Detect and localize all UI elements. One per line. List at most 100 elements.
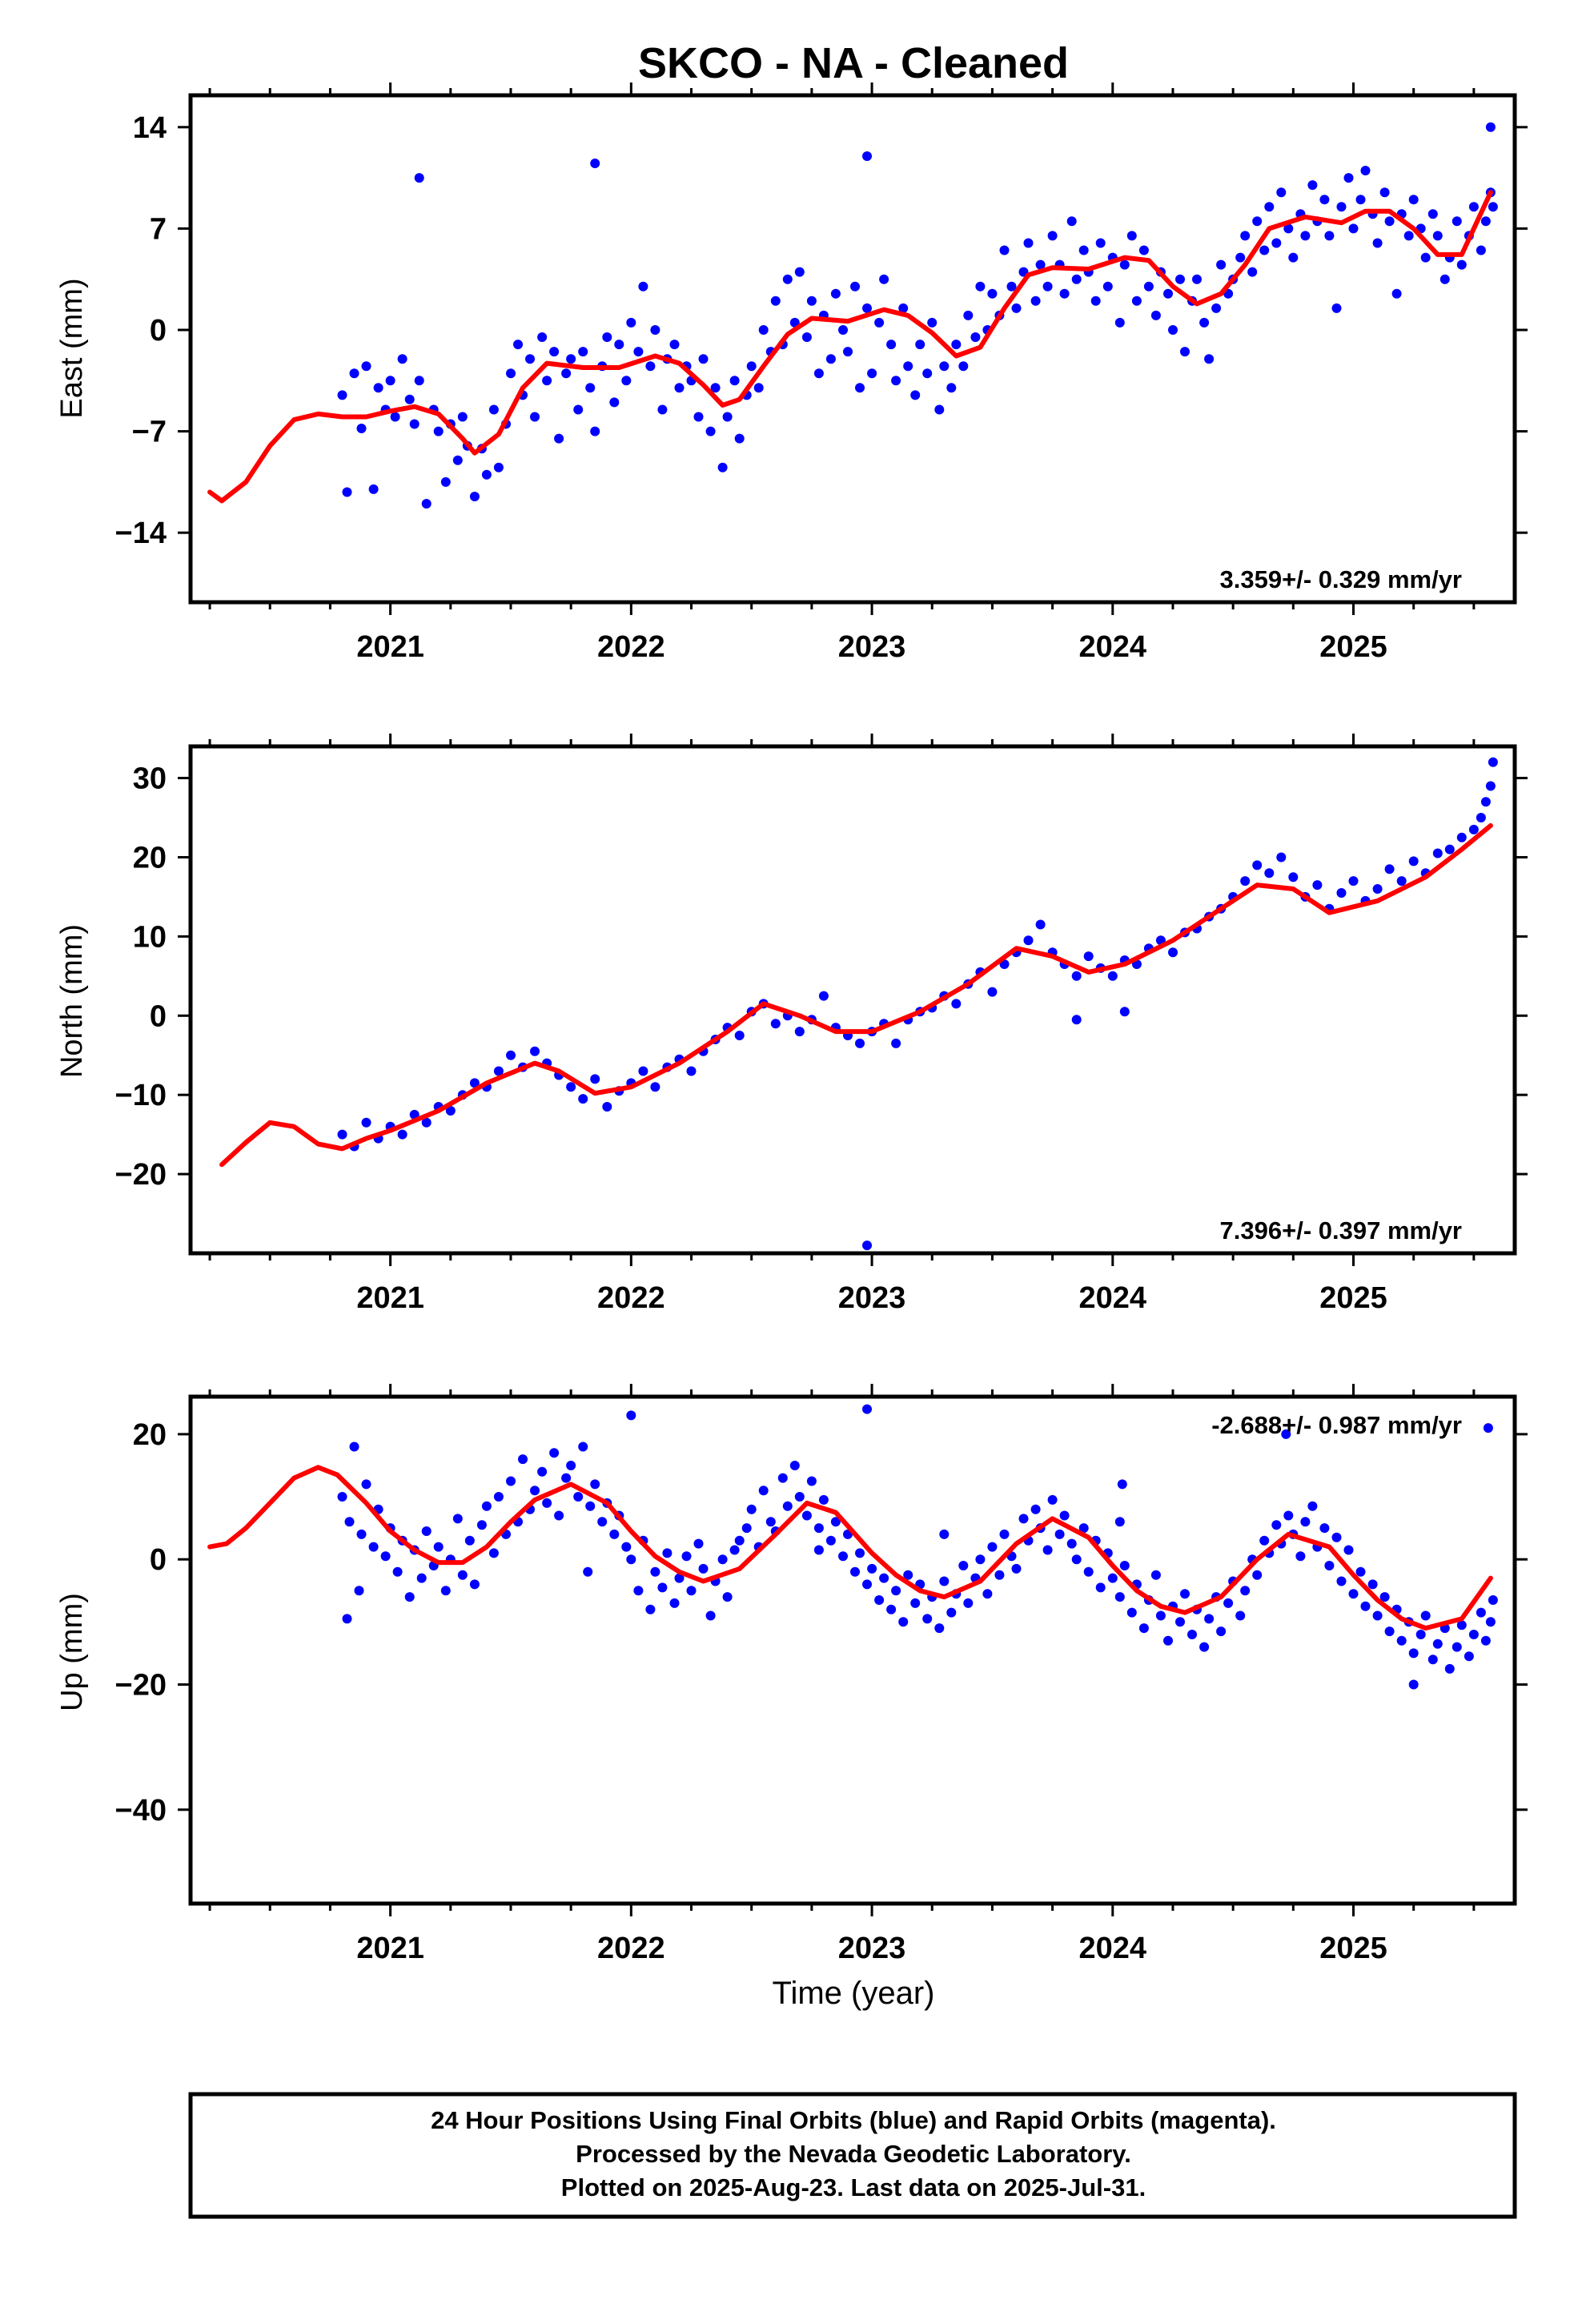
- north-point: [1168, 947, 1178, 958]
- north-point: [493, 1066, 504, 1076]
- up-panel: −40 −20 0 20 2021 2022 2023 2024 2025 Up (mm) -2.6…: [55, 1384, 1528, 1965]
- up-point: [825, 1535, 836, 1546]
- east-point: [481, 469, 492, 480]
- east-point: [758, 325, 769, 335]
- up-point: [734, 1535, 745, 1546]
- up-point: [982, 1589, 993, 1599]
- up-point: [1427, 1655, 1438, 1665]
- north-point: [445, 1106, 456, 1116]
- east-point: [879, 274, 889, 284]
- footer-line-3: Plotted on 2025-Aug-23. Last data on 202…: [561, 2173, 1146, 2201]
- north-ytick-label: 10: [133, 920, 167, 954]
- east-point: [1252, 216, 1263, 227]
- east-point: [1071, 274, 1082, 284]
- up-point: [1476, 1607, 1486, 1618]
- east-point: [1199, 317, 1210, 328]
- east-point: [488, 404, 499, 415]
- north-frame: [188, 744, 1517, 1256]
- east-point: [806, 296, 817, 306]
- up-fit-line: [207, 1465, 1493, 1631]
- north-point: [421, 1117, 432, 1128]
- up-ytick-label: −20: [115, 1668, 167, 1702]
- up-point: [903, 1570, 913, 1580]
- north-point: [638, 1066, 648, 1076]
- up-point: [1047, 1494, 1058, 1505]
- up-point: [457, 1570, 468, 1580]
- east-point: [493, 462, 504, 472]
- up-point: [794, 1492, 805, 1502]
- north-point: [1488, 757, 1498, 767]
- east-point: [722, 412, 733, 422]
- up-point: [452, 1514, 463, 1524]
- north-point: [794, 1027, 805, 1037]
- up-point: [1319, 1523, 1330, 1534]
- up-point: [488, 1548, 499, 1558]
- east-point: [1300, 231, 1311, 241]
- footer-line-1: 24 Hour Positions Using Final Orbits (bl…: [431, 2106, 1276, 2134]
- east-point: [1259, 245, 1270, 255]
- up-xtick-label: 2023: [838, 1932, 906, 1965]
- up-rate-label: -2.688+/- 0.987 mm/yr: [1211, 1411, 1462, 1439]
- north-point: [602, 1102, 612, 1112]
- east-frame: [188, 93, 1517, 605]
- up-point: [830, 1517, 841, 1527]
- east-fit-line: [207, 190, 1493, 504]
- east-point: [1439, 274, 1450, 284]
- up-point: [573, 1492, 584, 1502]
- north-point: [1312, 880, 1323, 891]
- north-point: [1276, 852, 1287, 862]
- east-point: [850, 281, 860, 292]
- east-point: [1240, 231, 1251, 241]
- east-point: [1180, 347, 1190, 357]
- up-point: [1150, 1570, 1161, 1580]
- east-point: [734, 433, 745, 444]
- up-point: [583, 1566, 593, 1577]
- up-point: [705, 1610, 716, 1621]
- east-point: [554, 433, 564, 444]
- north-point: [686, 1066, 697, 1076]
- east-point: [891, 376, 901, 386]
- north-point: [1485, 781, 1496, 791]
- north-point: [1288, 872, 1299, 883]
- up-point: [758, 1486, 769, 1496]
- up-point: [549, 1448, 560, 1458]
- up-point: [789, 1461, 800, 1470]
- north-rate-label: 7.396+/- 0.397 mm/yr: [1220, 1216, 1462, 1244]
- up-point: [1444, 1663, 1455, 1674]
- east-point: [1211, 303, 1222, 313]
- east-point: [1271, 238, 1282, 248]
- east-point: [951, 340, 962, 350]
- up-point: [657, 1582, 668, 1593]
- up-point: [1485, 1617, 1496, 1627]
- up-point: [818, 1494, 829, 1505]
- east-point: [1307, 180, 1318, 191]
- north-point: [650, 1082, 661, 1092]
- north-xtick-label: 2022: [597, 1281, 665, 1315]
- east-point: [421, 499, 432, 509]
- up-point: [440, 1586, 451, 1596]
- up-point: [886, 1604, 897, 1614]
- up-point: [337, 1492, 347, 1502]
- north-point: [1336, 888, 1347, 898]
- east-point: [349, 368, 359, 379]
- east-point: [1488, 202, 1498, 212]
- north-point: [506, 1050, 516, 1060]
- up-point: [729, 1545, 740, 1555]
- up-point: [566, 1461, 576, 1470]
- east-point: [602, 332, 612, 342]
- up-point: [506, 1476, 516, 1486]
- up-y-axis-label: Up (mm): [55, 1593, 89, 1711]
- east-point: [1204, 354, 1215, 364]
- up-point: [585, 1501, 596, 1511]
- up-point: [1066, 1538, 1077, 1549]
- east-point: [1427, 209, 1438, 219]
- x-axis-label: Time (year): [773, 1976, 935, 2011]
- up-point: [1348, 1589, 1359, 1599]
- east-y-axis-label: East (mm): [55, 278, 89, 418]
- east-point: [513, 340, 523, 350]
- east-point: [669, 340, 680, 350]
- north-point: [361, 1117, 371, 1128]
- north-point: [891, 1038, 901, 1048]
- up-point: [416, 1573, 427, 1583]
